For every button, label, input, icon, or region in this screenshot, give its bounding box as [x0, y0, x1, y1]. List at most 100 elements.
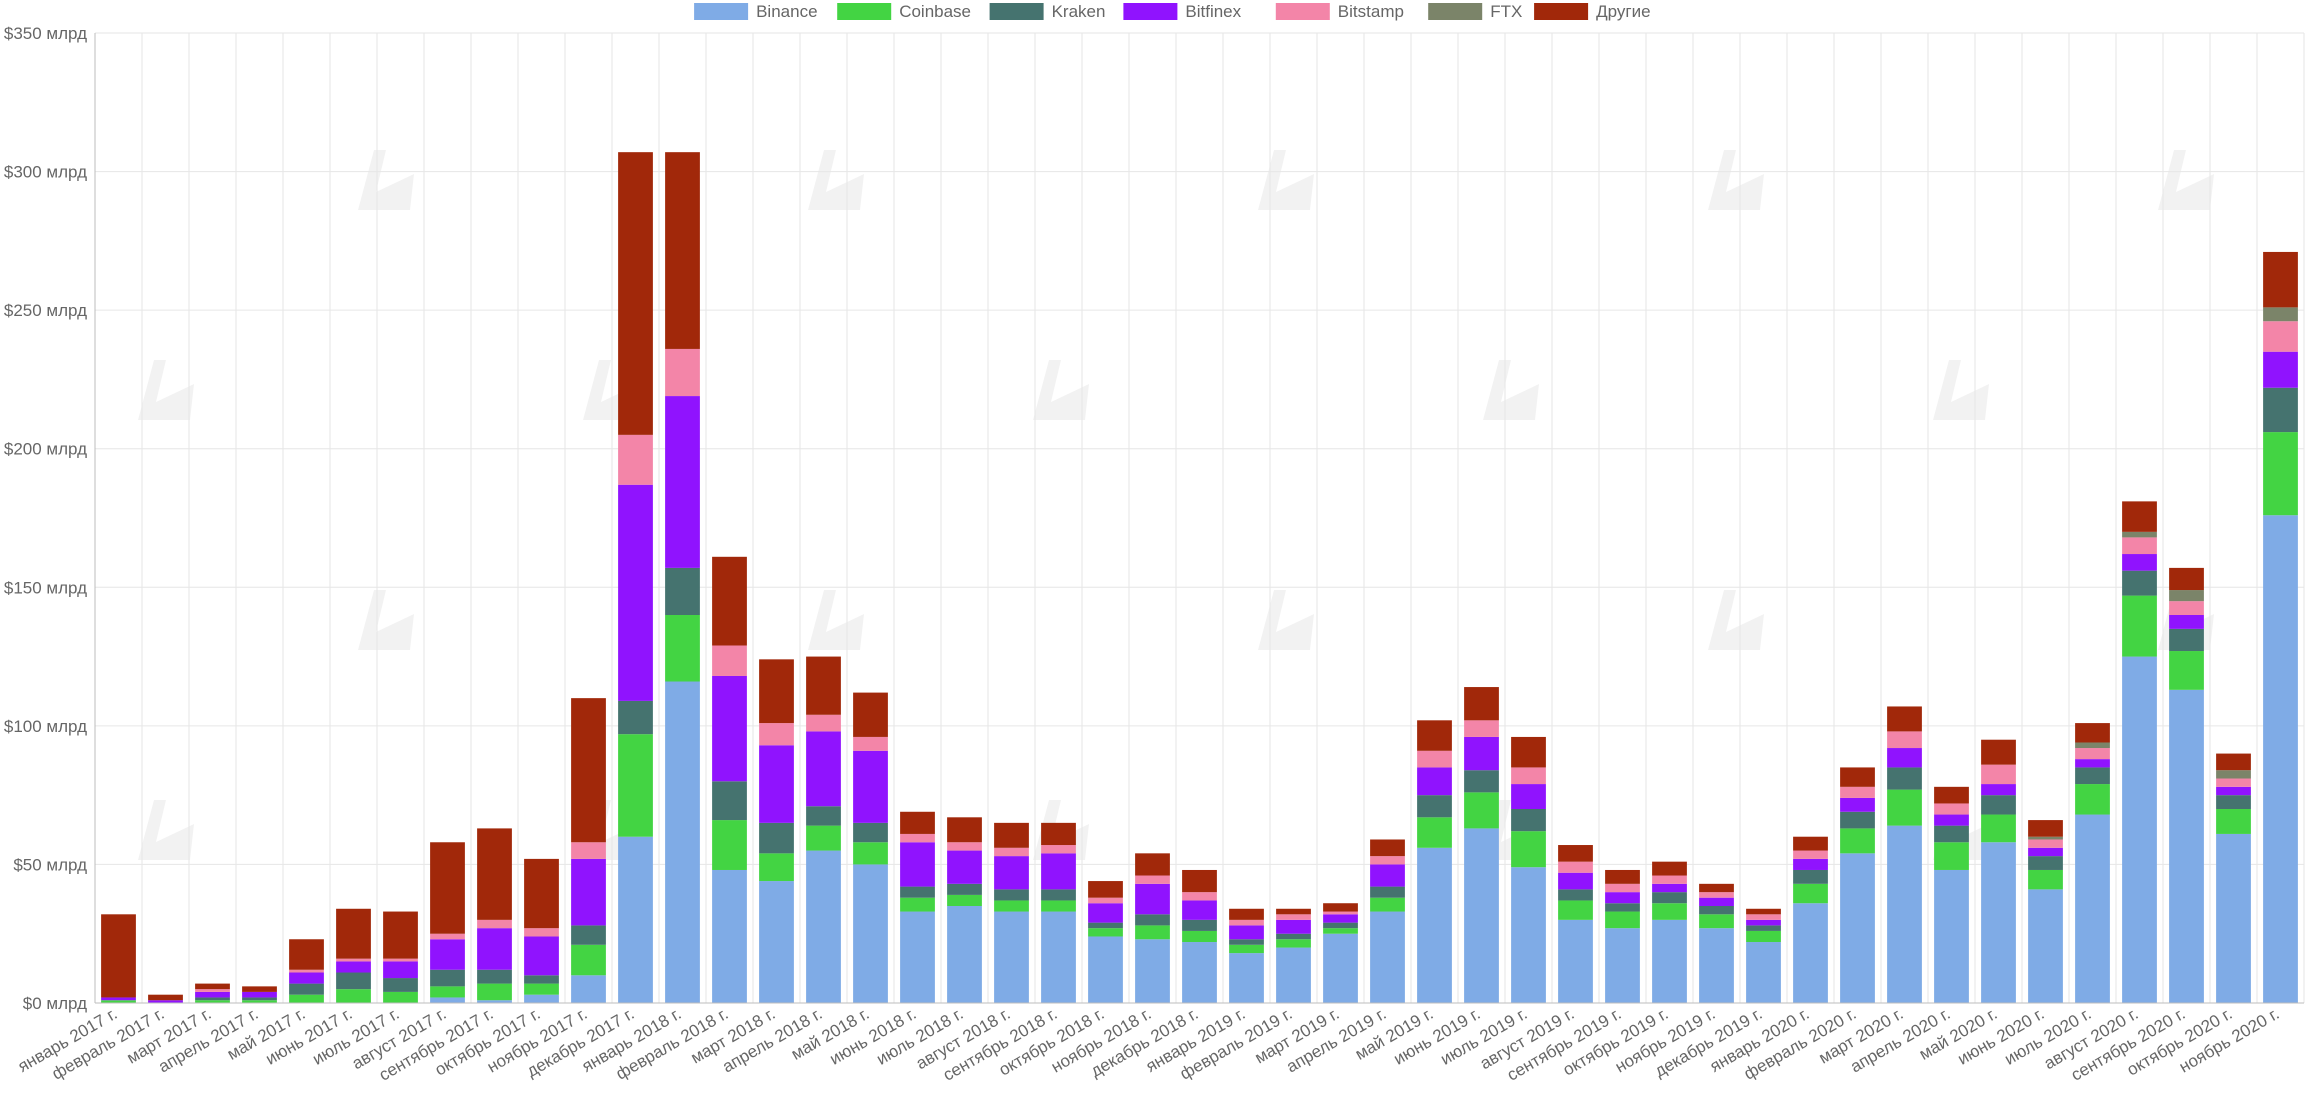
bar-segment-другие — [1511, 736, 1546, 768]
bar-segment-другие — [2028, 820, 2063, 837]
bar-segment-coinbase — [1511, 831, 1546, 868]
watermark-logo-icon — [138, 800, 194, 860]
watermark-logo-icon — [358, 150, 414, 210]
bar-segment-binance — [1981, 842, 2016, 1003]
bar-segment-kraken — [1558, 889, 1593, 901]
legend-item-bitstamp[interactable]: Bitstamp — [1275, 2, 1404, 21]
bar-segment-другие — [524, 858, 559, 929]
bar-segment-kraken — [665, 567, 700, 615]
bar-segment-kraken — [994, 889, 1029, 901]
bar-segment-coinbase — [1135, 925, 1170, 940]
bar-segment-binance — [712, 869, 747, 1003]
bar-segment-kraken — [618, 700, 653, 735]
watermark-logo-icon — [1258, 590, 1314, 650]
bar-segment-binance — [1041, 911, 1076, 1003]
bar-segment-bitstamp — [759, 723, 794, 746]
bar-segment-bitstamp — [900, 833, 935, 843]
bar-segment-coinbase — [289, 994, 324, 1003]
bar-segment-coinbase — [1934, 842, 1969, 870]
bar-segment-kraken — [430, 969, 465, 987]
bar-segment-bitstamp — [1605, 883, 1640, 893]
bar-segment-coinbase — [2263, 432, 2298, 516]
legend-item-другие[interactable]: Другие — [1534, 2, 1651, 21]
bar-segment-bitfinex — [1652, 883, 1687, 893]
bar-segment-kraken — [1417, 795, 1452, 818]
legend-item-coinbase[interactable]: Coinbase — [837, 2, 971, 21]
bar-segment-bitfinex — [759, 745, 794, 823]
bar-segment-binance — [1605, 928, 1640, 1003]
bar-segment-bitstamp — [2263, 321, 2298, 352]
bar-segment-другие — [1840, 767, 1875, 787]
bar-segment-coinbase — [571, 944, 606, 976]
bar-segment-другие — [1558, 845, 1593, 862]
bar-segment-bitstamp — [1464, 720, 1499, 737]
bar-segment-ftx — [2075, 742, 2110, 749]
bar-segment-binance — [759, 881, 794, 1003]
bar-segment-binance — [1088, 936, 1123, 1003]
bar-segment-binance — [1558, 919, 1593, 1003]
watermark-logo-icon — [358, 590, 414, 650]
bar-segment-bitstamp — [1511, 767, 1546, 785]
bar-segment-kraken — [759, 822, 794, 854]
bar-segment-bitstamp — [571, 842, 606, 859]
bar-segment-binance — [806, 850, 841, 1003]
bar-segment-binance — [2122, 656, 2157, 1003]
bar-segment-kraken — [1464, 770, 1499, 793]
bar-segment-bitfinex — [383, 961, 418, 979]
bar-segment-coinbase — [1276, 939, 1311, 948]
bar-segment-другие — [1229, 908, 1264, 920]
bar-segment-binance — [665, 681, 700, 1003]
bar-segment-binance — [1793, 903, 1828, 1003]
bar-segment-другие — [430, 842, 465, 934]
bar-segment-coinbase — [195, 1000, 230, 1003]
bar-segment-другие — [759, 659, 794, 724]
bar-segment-другие — [853, 692, 888, 737]
bar-segment-bitstamp — [1746, 914, 1781, 920]
bar-segment-kraken — [1652, 892, 1687, 904]
legend-item-kraken[interactable]: Kraken — [989, 2, 1106, 21]
y-tick-label: $50 млрд — [13, 855, 87, 874]
bar-segment-bitstamp — [1323, 911, 1358, 915]
bar-segment-другие — [2122, 501, 2157, 532]
bar-segment-другие — [1981, 739, 2016, 765]
bar-segment-coinbase — [1840, 828, 1875, 854]
bar-segment-binance — [1323, 933, 1358, 1003]
bar-segment-bitstamp — [2028, 839, 2063, 848]
bar-segment-bitfinex — [806, 731, 841, 807]
bar-segment-другие — [1464, 687, 1499, 721]
bar-segment-kraken — [1229, 939, 1264, 945]
bar-segment-coinbase — [712, 820, 747, 870]
x-axis-ticks: январь 2017 г.февраль 2017 г.март 2017 г… — [15, 1004, 2283, 1085]
bar-segment-bitstamp — [1417, 750, 1452, 768]
bar-segment-binance — [430, 997, 465, 1003]
legend-item-binance[interactable]: Binance — [694, 2, 818, 21]
bar-segment-bitstamp — [1934, 803, 1969, 815]
bar-segment-другие — [336, 908, 371, 959]
bar-segment-coinbase — [1746, 930, 1781, 943]
bar-segment-coinbase — [1605, 911, 1640, 929]
legend-item-ftx[interactable]: FTX — [1428, 2, 1522, 21]
bar-segment-kraken — [900, 886, 935, 898]
bar-segment-coinbase — [947, 894, 982, 906]
legend-label: FTX — [1490, 2, 1522, 21]
bar-segment-bitstamp — [1229, 919, 1264, 926]
bar-segment-coinbase — [1652, 903, 1687, 920]
bar-segment-bitstamp — [336, 958, 371, 962]
bar-segment-coinbase — [994, 900, 1029, 912]
bar-segment-bitfinex — [900, 842, 935, 887]
bar-segment-kraken — [1135, 914, 1170, 926]
bar-segment-другие — [1323, 903, 1358, 912]
bar-segment-другие — [2216, 753, 2251, 771]
bar-segment-coinbase — [430, 986, 465, 998]
bar-segment-bitfinex — [1746, 919, 1781, 926]
legend-item-bitfinex[interactable]: Bitfinex — [1123, 2, 1242, 21]
legend-swatch — [694, 3, 749, 20]
bar-segment-coinbase — [101, 1000, 136, 1003]
bar-segment-kraken — [1793, 869, 1828, 884]
bar-segment-bitfinex — [524, 936, 559, 976]
bar-segment-bitstamp — [1558, 861, 1593, 873]
bar-segment-bitfinex — [1135, 883, 1170, 915]
y-tick-label: $0 млрд — [23, 994, 87, 1013]
bar-segment-coinbase — [1464, 792, 1499, 829]
bar-segment-bitfinex — [101, 997, 136, 1001]
